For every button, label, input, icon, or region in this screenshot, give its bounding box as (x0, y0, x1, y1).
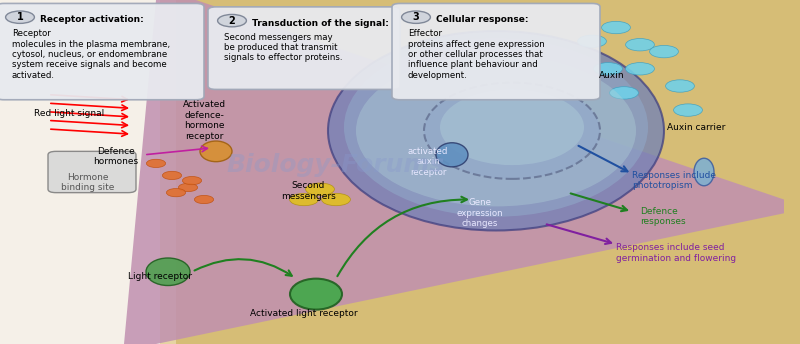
Text: activated
auxin
receptor: activated auxin receptor (408, 147, 448, 176)
Bar (104, 0, 800, 344)
Circle shape (578, 35, 606, 47)
Text: Transduction of the signal:: Transduction of the signal: (252, 19, 389, 28)
Text: Activated light receptor: Activated light receptor (250, 309, 358, 318)
Circle shape (162, 171, 182, 180)
Polygon shape (0, 0, 160, 344)
Text: 1: 1 (17, 12, 23, 22)
Text: Responses include
phototropism: Responses include phototropism (632, 171, 716, 190)
Ellipse shape (436, 143, 468, 167)
Circle shape (182, 176, 202, 185)
Circle shape (306, 183, 334, 195)
Circle shape (6, 11, 34, 23)
Text: Auxin: Auxin (599, 71, 625, 80)
Text: Hormone
binding site: Hormone binding site (62, 173, 114, 192)
Text: Defence
hormones: Defence hormones (94, 147, 138, 166)
Circle shape (602, 21, 630, 34)
Circle shape (610, 87, 638, 99)
FancyBboxPatch shape (0, 3, 204, 100)
Text: Second messengers may
be produced that transmit
signals to effector proteins.: Second messengers may be produced that t… (224, 33, 342, 63)
Circle shape (650, 45, 678, 58)
Text: Gene
expression
changes: Gene expression changes (457, 198, 503, 228)
Polygon shape (176, 0, 800, 344)
Text: Activated
defence-
hormone
receptor: Activated defence- hormone receptor (182, 100, 226, 140)
Circle shape (666, 80, 694, 92)
Text: Receptor activation:: Receptor activation: (40, 15, 144, 24)
Circle shape (594, 63, 622, 75)
Text: Cellular response:: Cellular response: (436, 15, 529, 24)
Text: Responses include seed
germination and flowering: Responses include seed germination and f… (616, 243, 736, 262)
Text: Second
messengers: Second messengers (281, 181, 335, 201)
Ellipse shape (424, 83, 600, 179)
Polygon shape (124, 0, 784, 344)
Circle shape (626, 39, 654, 51)
Text: Auxin carrier: Auxin carrier (667, 123, 725, 132)
Ellipse shape (440, 89, 584, 165)
Ellipse shape (290, 279, 342, 310)
Circle shape (146, 159, 166, 168)
Circle shape (322, 193, 350, 206)
Text: Biology-Forums: Biology-Forums (227, 153, 445, 177)
Circle shape (674, 104, 702, 116)
FancyBboxPatch shape (208, 7, 400, 89)
Circle shape (166, 189, 186, 197)
FancyBboxPatch shape (392, 3, 600, 100)
Circle shape (194, 195, 214, 204)
Text: Effector
proteins affect gene expression
or other cellular processes that
influe: Effector proteins affect gene expression… (408, 29, 545, 80)
Ellipse shape (200, 141, 232, 162)
Circle shape (218, 14, 246, 27)
FancyBboxPatch shape (48, 151, 136, 193)
Ellipse shape (328, 31, 664, 230)
Circle shape (178, 183, 198, 192)
Ellipse shape (356, 55, 636, 206)
Ellipse shape (146, 258, 190, 286)
Circle shape (626, 63, 654, 75)
Ellipse shape (694, 158, 714, 186)
Circle shape (402, 11, 430, 23)
Circle shape (290, 193, 318, 206)
Text: Red light signal: Red light signal (34, 109, 104, 118)
Text: Defence
responses: Defence responses (640, 207, 686, 226)
Text: 2: 2 (229, 15, 235, 26)
Ellipse shape (344, 38, 648, 217)
Text: 3: 3 (413, 12, 419, 22)
Text: Receptor
molecules in the plasma membrane,
cytosol, nucleus, or endomembrane
sys: Receptor molecules in the plasma membran… (12, 29, 170, 80)
Text: Light receptor: Light receptor (128, 272, 192, 281)
